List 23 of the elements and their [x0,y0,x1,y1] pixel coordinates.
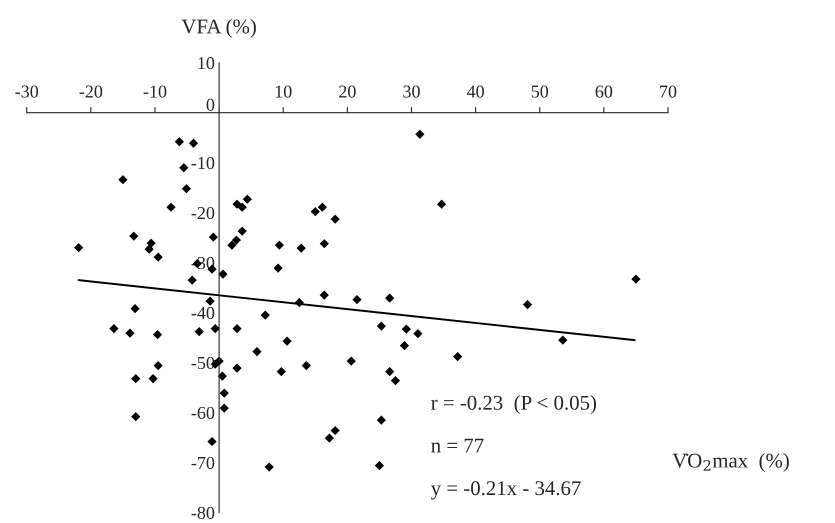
y-tick-label: 10 [198,57,214,70]
y-tick-label: -10 [192,156,214,170]
x-tick-label: 60 [596,85,612,98]
x-axis-title: V̇O$_{2}$max (%) [672,452,789,472]
x-tick-label: 50 [532,85,548,98]
annotation: y = -0.21x - 34.67 [430,481,581,500]
y-tick-label: -40 [192,306,214,320]
x-tick-label: -20 [79,85,102,98]
x-tick-label: -10 [144,85,166,98]
x-tick-label: -30 [15,85,38,98]
x-tick-label: 20 [339,85,356,98]
y-axis-title: VFA (%) [182,18,256,38]
x-tick-label: 30 [403,85,420,98]
y-tick-label: -60 [192,406,214,420]
annotation: n = 77 [431,438,484,452]
annotation: r = -0.23 (P < 0.05) [431,395,596,414]
x-tick-label: 10 [276,85,292,98]
y-tick-label: -80 [192,506,214,519]
x-tick-label: 40 [466,85,484,98]
x-tick-label: 70 [660,85,676,98]
y-tick-label: 0 [206,98,214,111]
y-tick-label: -70 [192,456,214,470]
y-tick-label: -20 [192,206,214,220]
